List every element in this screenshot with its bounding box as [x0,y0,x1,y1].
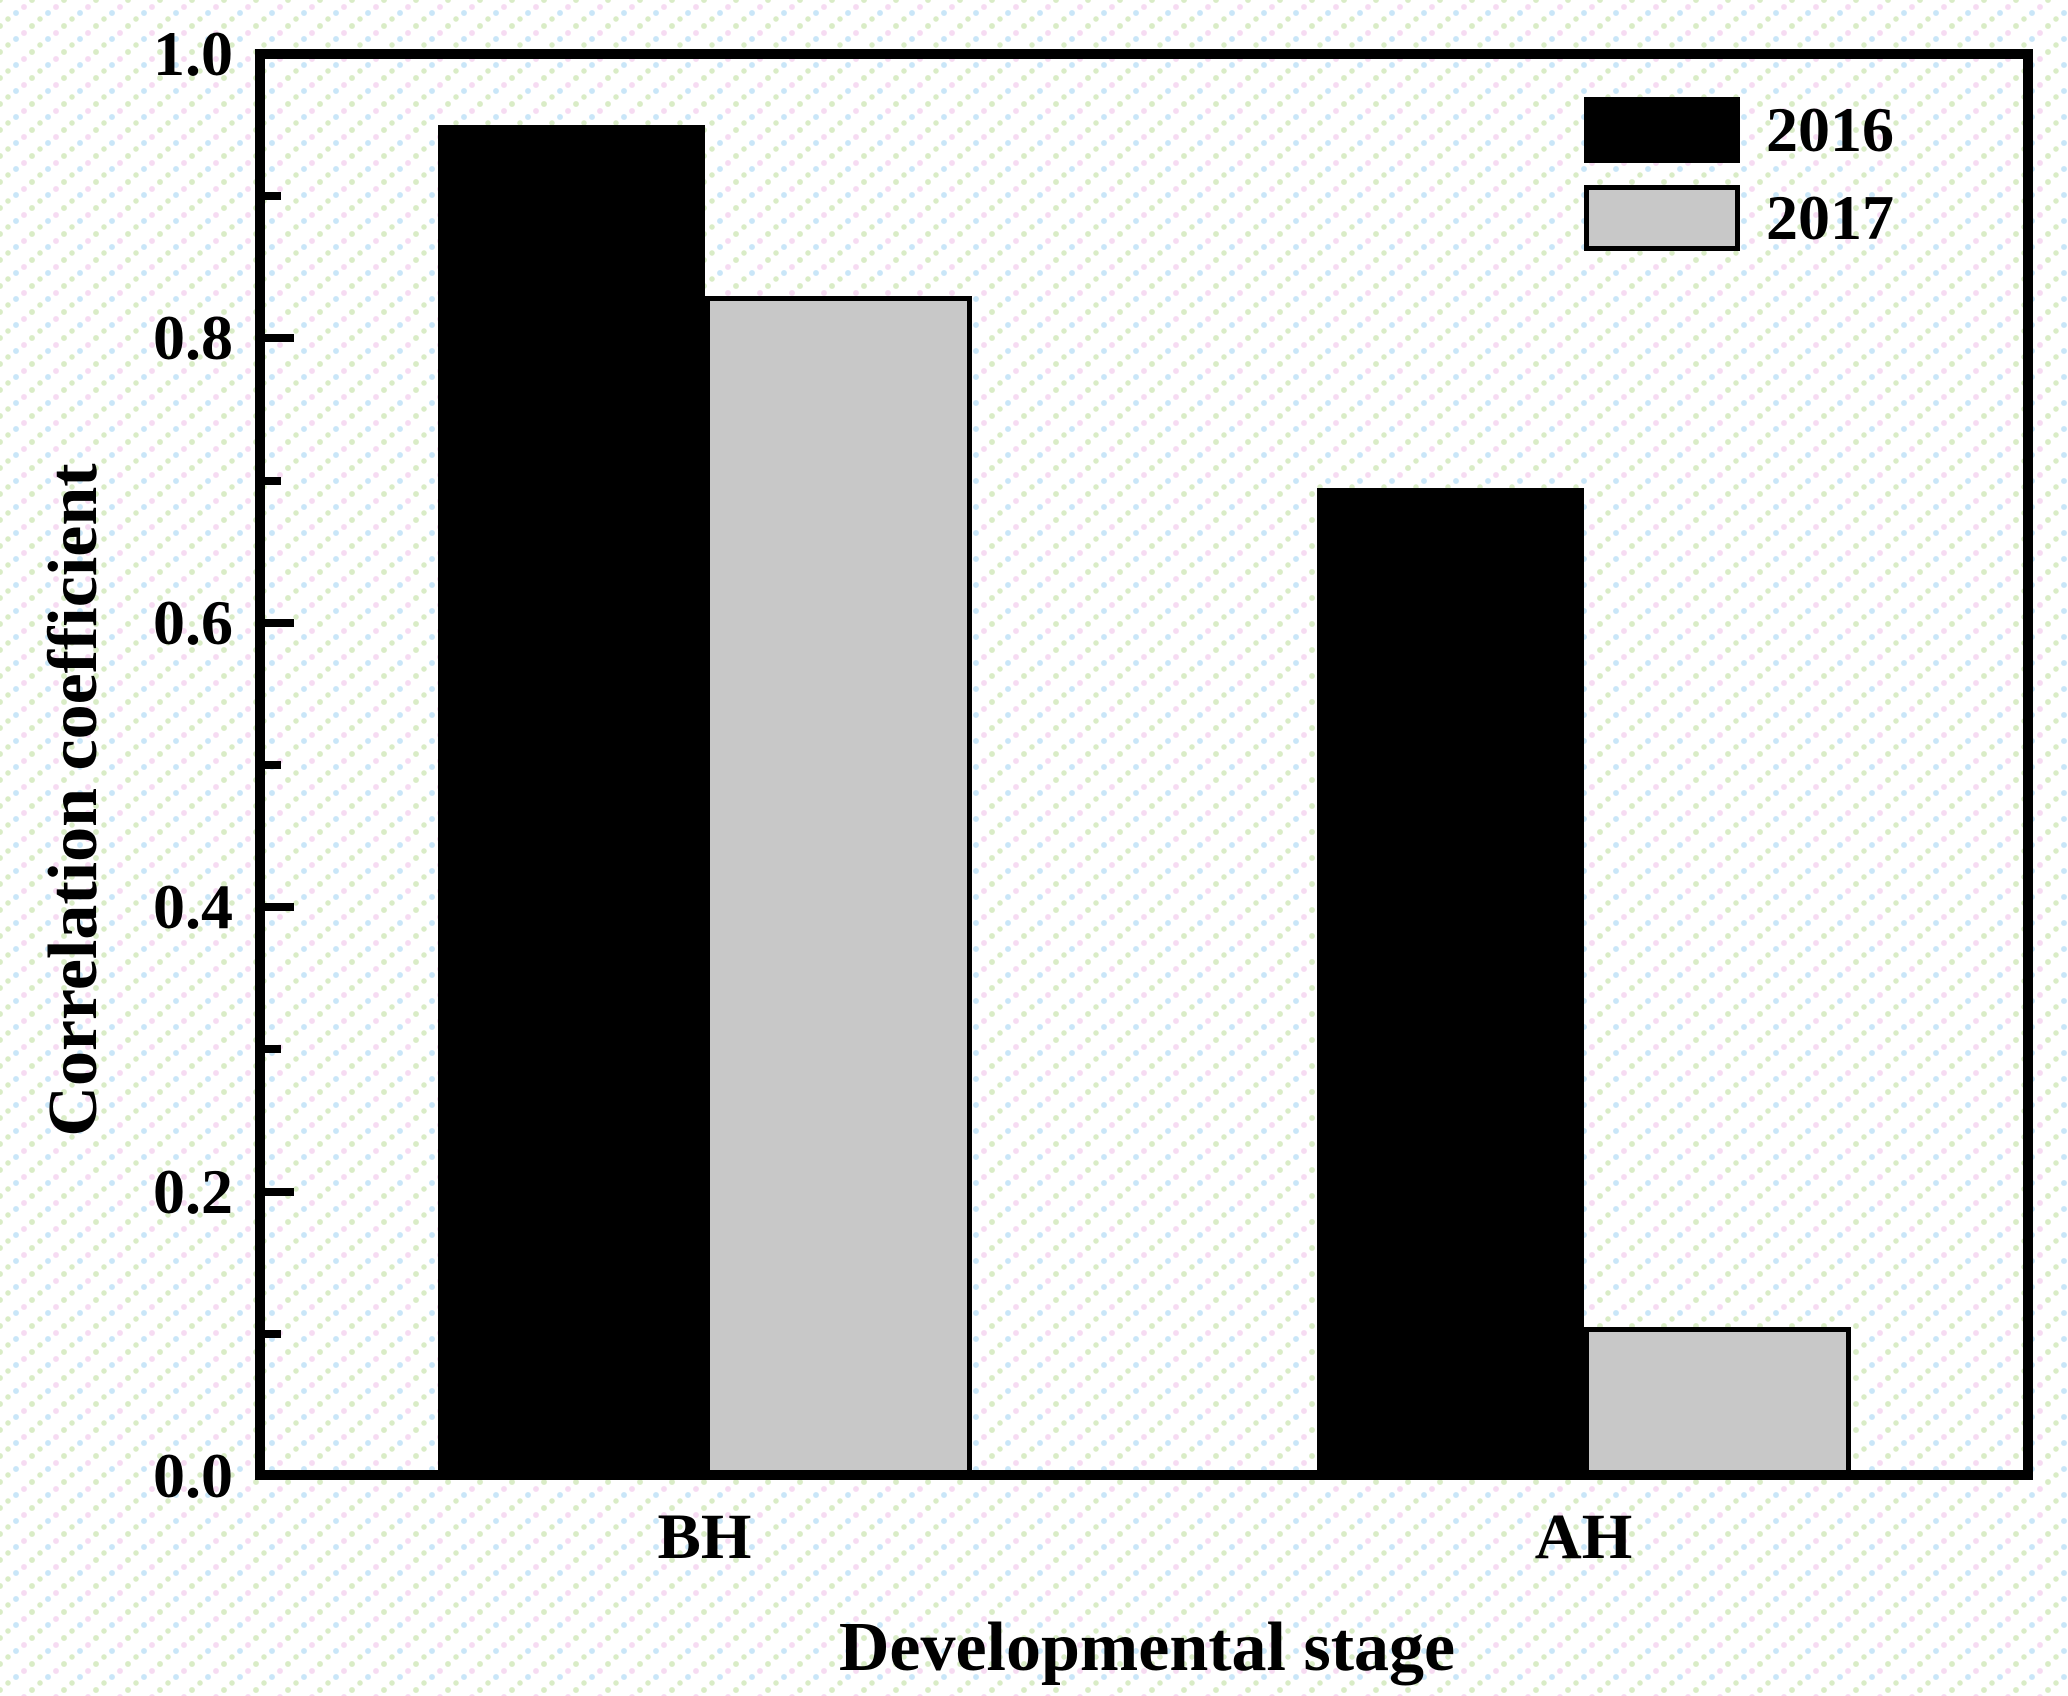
legend-item-2017: 2017 [1584,185,1894,251]
legend-swatch-2017 [1584,185,1740,251]
plot-area-frame [255,49,2033,1480]
y-minor-tick [265,476,281,485]
y-tick-label-0.8: 0.8 [153,302,233,374]
bar-AH-2017 [1583,1326,1851,1470]
y-tick-label-0.0: 0.0 [153,1440,233,1511]
y-major-tick [265,903,294,912]
legend-swatch-2016 [1584,97,1740,163]
y-minor-tick [265,1045,281,1054]
y-major-tick [265,1187,294,1196]
bar-BH-2017 [704,295,972,1470]
y-minor-tick [265,1329,281,1338]
legend-label-2016: 2016 [1766,94,1894,165]
x-category-label-AH: AH [1534,1501,1633,1573]
bar-BH-2016 [437,125,705,1470]
bar-AH-2016 [1316,487,1584,1470]
y-axis-title: Correlation coefficient [35,463,112,1137]
x-axis-title: Developmental stage [838,1609,1456,1686]
y-tick-label-0.4: 0.4 [153,871,233,943]
legend-label-2017: 2017 [1766,182,1894,253]
legend-item-2016: 2016 [1584,97,1894,163]
x-category-label-BH: BH [657,1501,752,1573]
y-minor-tick [265,192,281,201]
y-minor-tick [265,761,281,769]
legend: 2016 2017 [1584,97,1894,251]
y-tick-label-0.2: 0.2 [153,1155,233,1227]
y-major-tick [265,618,294,627]
y-tick-label-1.0: 1.0 [153,18,233,89]
y-major-tick [265,334,294,343]
y-tick-label-0.6: 0.6 [153,586,233,658]
